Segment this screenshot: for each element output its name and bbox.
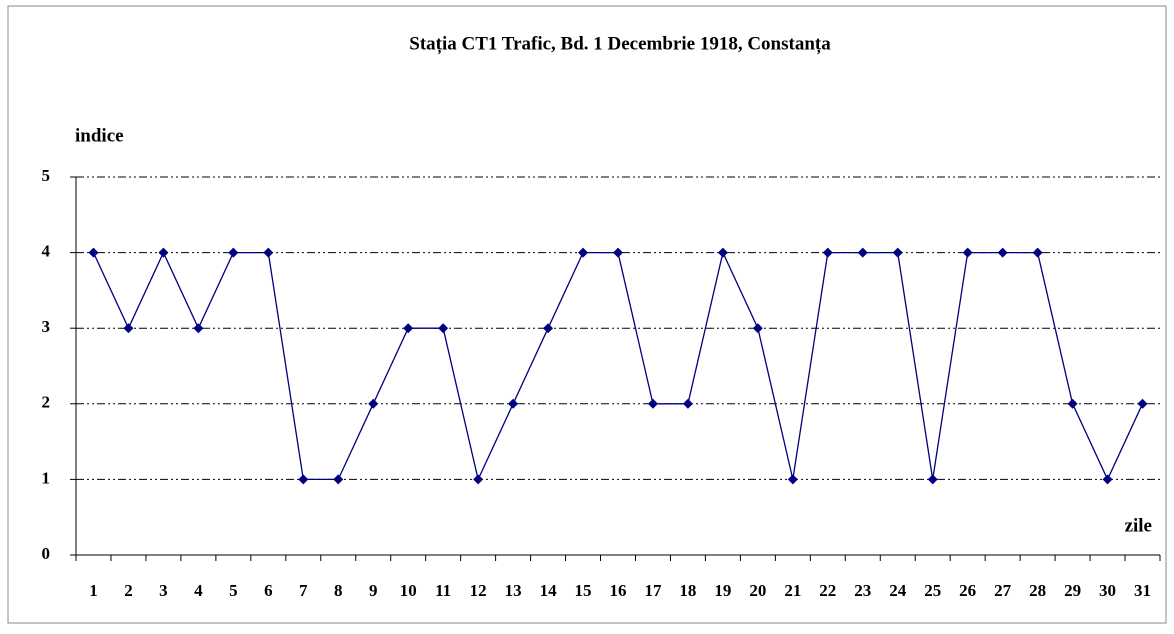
x-tick-label: 9 <box>369 581 378 600</box>
x-tick-label: 18 <box>679 581 696 600</box>
x-tick-label: 25 <box>924 581 941 600</box>
x-tick-label: 21 <box>784 581 801 600</box>
data-point <box>682 398 693 409</box>
x-tick-label: 7 <box>299 581 308 600</box>
data-point <box>927 474 938 485</box>
x-tick-label: 4 <box>194 581 203 600</box>
y-tick-label: 2 <box>42 393 51 412</box>
data-point <box>473 474 484 485</box>
data-point <box>613 247 623 258</box>
data-point <box>892 247 903 258</box>
x-tick-label: 5 <box>229 581 238 600</box>
x-tick-label: 6 <box>264 581 273 600</box>
x-tick-label: 3 <box>159 581 168 600</box>
data-point <box>263 247 274 258</box>
x-tick-label: 12 <box>470 581 487 600</box>
data-point <box>822 247 833 258</box>
x-tick-label: 15 <box>575 581 592 600</box>
data-point <box>997 247 1008 258</box>
data-point <box>333 474 344 485</box>
data-point <box>158 247 169 258</box>
x-tick-label: 10 <box>400 581 417 600</box>
y-tick-label: 3 <box>42 317 51 336</box>
x-tick-label: 17 <box>644 581 662 600</box>
data-point <box>647 398 658 409</box>
x-tick-label: 28 <box>1029 581 1046 600</box>
y-tick-label: 1 <box>42 468 51 487</box>
x-tick-label: 20 <box>749 581 766 600</box>
data-point <box>298 474 309 485</box>
data-point <box>543 323 554 334</box>
x-tick-label: 31 <box>1134 581 1151 600</box>
y-tick-label: 0 <box>42 544 51 563</box>
data-point <box>193 323 204 334</box>
data-point <box>1067 398 1078 409</box>
x-tick-label: 8 <box>334 581 343 600</box>
x-tick-label: 30 <box>1099 581 1116 600</box>
data-point <box>123 323 134 334</box>
x-axis-label: zile <box>1125 515 1152 536</box>
data-point <box>787 474 798 485</box>
chart-title: Stația CT1 Trafic, Bd. 1 Decembrie 1918,… <box>409 33 831 54</box>
data-point <box>717 247 728 258</box>
data-point <box>368 398 379 409</box>
data-point <box>752 323 763 334</box>
data-point <box>1137 398 1148 409</box>
y-tick-label: 5 <box>42 166 51 185</box>
x-tick-label: 27 <box>994 581 1012 600</box>
data-point <box>438 323 449 334</box>
data-point <box>88 247 99 258</box>
x-tick-label: 22 <box>819 581 836 600</box>
x-tick-label: 2 <box>124 581 133 600</box>
data-point <box>1102 474 1113 485</box>
x-tick-label: 16 <box>610 581 627 600</box>
data-point <box>962 247 973 258</box>
x-tick-label: 29 <box>1064 581 1081 600</box>
data-point <box>228 247 239 258</box>
data-point <box>508 398 519 409</box>
x-tick-label: 23 <box>854 581 871 600</box>
x-tick-label: 11 <box>435 581 451 600</box>
data-point <box>1032 247 1043 258</box>
y-tick-label: 4 <box>42 242 51 261</box>
y-axis-label: indice <box>75 125 124 146</box>
x-tick-label: 24 <box>889 581 907 600</box>
x-tick-label: 14 <box>540 581 558 600</box>
chart-frame <box>7 5 1167 624</box>
data-point <box>403 323 414 334</box>
data-point <box>578 247 589 258</box>
x-tick-label: 1 <box>89 581 98 600</box>
x-tick-label: 19 <box>714 581 731 600</box>
data-point <box>857 247 868 258</box>
x-tick-label: 13 <box>505 581 522 600</box>
x-tick-label: 26 <box>959 581 976 600</box>
